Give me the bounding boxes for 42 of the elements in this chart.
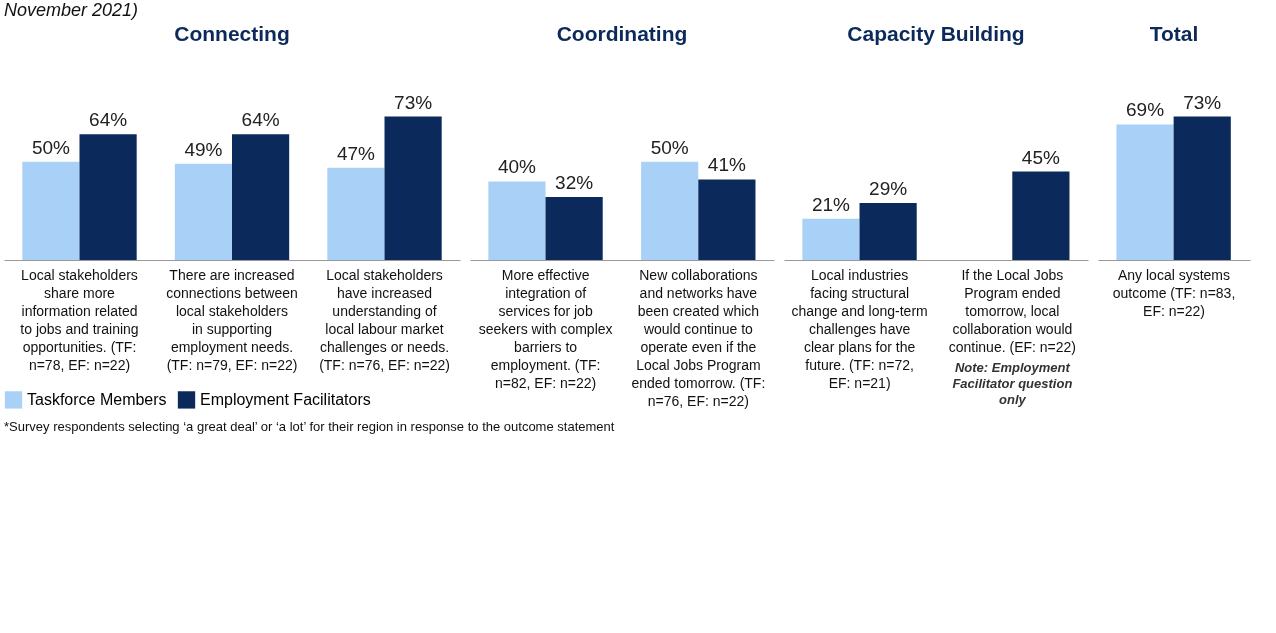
data-label: 64% — [241, 109, 280, 131]
bar — [641, 161, 699, 260]
x-tick-label: New collaborations and networks have been created which would continue to operate even if the Local Jobs Program ended tomorrow. (TF: n=76, EF: n=22) — [631, 266, 766, 409]
chart-title: Capacity Building — [847, 22, 1025, 45]
x-tick-label: There are increased connections between local stakeholders in supporting employment needs. (TF: n=79, EF: n=22) — [166, 266, 298, 373]
data-label: 32% — [555, 172, 594, 194]
data-label: 64% — [89, 109, 128, 131]
data-label: 73% — [1183, 91, 1222, 113]
bar — [327, 167, 385, 260]
x-tick-label: More effective integration of services for job seekers with complex barriers to employment. (TF: n=82, EF: n=22) — [478, 266, 613, 391]
data-label: 21% — [811, 193, 851, 215]
bar — [698, 179, 756, 260]
data-label: 50% — [31, 136, 71, 158]
bar — [488, 181, 546, 260]
bar — [232, 134, 290, 260]
bar — [79, 134, 137, 260]
x-tick-label: If the Local Jobs Program ended tomorrow, local collaboration would continue. (EF: n=22) — [948, 266, 1077, 355]
data-label: 29% — [869, 178, 908, 200]
data-label: 47% — [336, 142, 376, 164]
chart-title: Total — [1149, 22, 1199, 45]
data-label: 49% — [184, 138, 223, 160]
bar — [174, 163, 232, 260]
chart-title: Coordinating — [556, 22, 688, 45]
data-label: 41% — [707, 154, 746, 176]
text: Note: Employment Facilitator question only — [952, 360, 1073, 407]
data-label: 73% — [394, 91, 433, 113]
x-tick-label: Any local systems outcome (TF: n=83, EF: n=22) — [1112, 266, 1236, 319]
text: November 2021) — [4, 0, 139, 20]
chart-title: Connecting — [174, 22, 290, 45]
data-label: 69% — [1126, 99, 1165, 121]
legend-label: Taskforce Members — [27, 390, 167, 408]
x-tick-label: Local stakeholders share more information related to jobs and training opportunities. (TF: n=78, EF: n=22) — [20, 266, 139, 373]
data-label: 40% — [497, 156, 537, 178]
bar — [545, 197, 603, 260]
x-tick-label: Local industries facing structural change and long-term challenges have clear plans for the future. (TF: n=72, EF: n=21) — [791, 266, 928, 391]
data-label: 45% — [1021, 146, 1060, 168]
text: *Survey respondents selecting ‘a great deal’ or ‘a lot’ for their region in response to the outcome statement — [4, 419, 615, 434]
x-tick-label: Local stakeholders have increased understanding of local labour market challenges or needs. (TF: n=76, EF: n=22) — [319, 266, 450, 373]
bar — [22, 161, 80, 260]
bar — [384, 116, 442, 260]
legend-label: Employment Facilitators — [200, 390, 371, 408]
data-label: 50% — [650, 136, 689, 158]
